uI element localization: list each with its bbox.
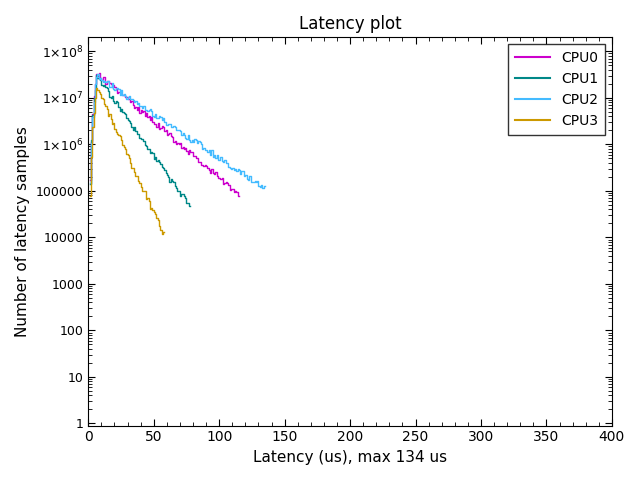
Line: CPU2: CPU2 <box>90 74 264 188</box>
Y-axis label: Number of latency samples: Number of latency samples <box>15 126 30 337</box>
Line: CPU0: CPU0 <box>90 73 237 196</box>
X-axis label: Latency (us), max 134 us: Latency (us), max 134 us <box>253 450 447 465</box>
CPU2 <box>152 115 160 120</box>
Title: Latency plot: Latency plot <box>299 15 401 33</box>
CPU3 <box>152 215 160 221</box>
CPU1 <box>152 158 160 164</box>
CPU0 <box>152 124 160 130</box>
Line: CPU1: CPU1 <box>90 74 189 206</box>
Legend: CPU0, CPU1, CPU2, CPU3: CPU0, CPU1, CPU2, CPU3 <box>508 44 605 135</box>
Line: CPU3: CPU3 <box>90 88 163 234</box>
